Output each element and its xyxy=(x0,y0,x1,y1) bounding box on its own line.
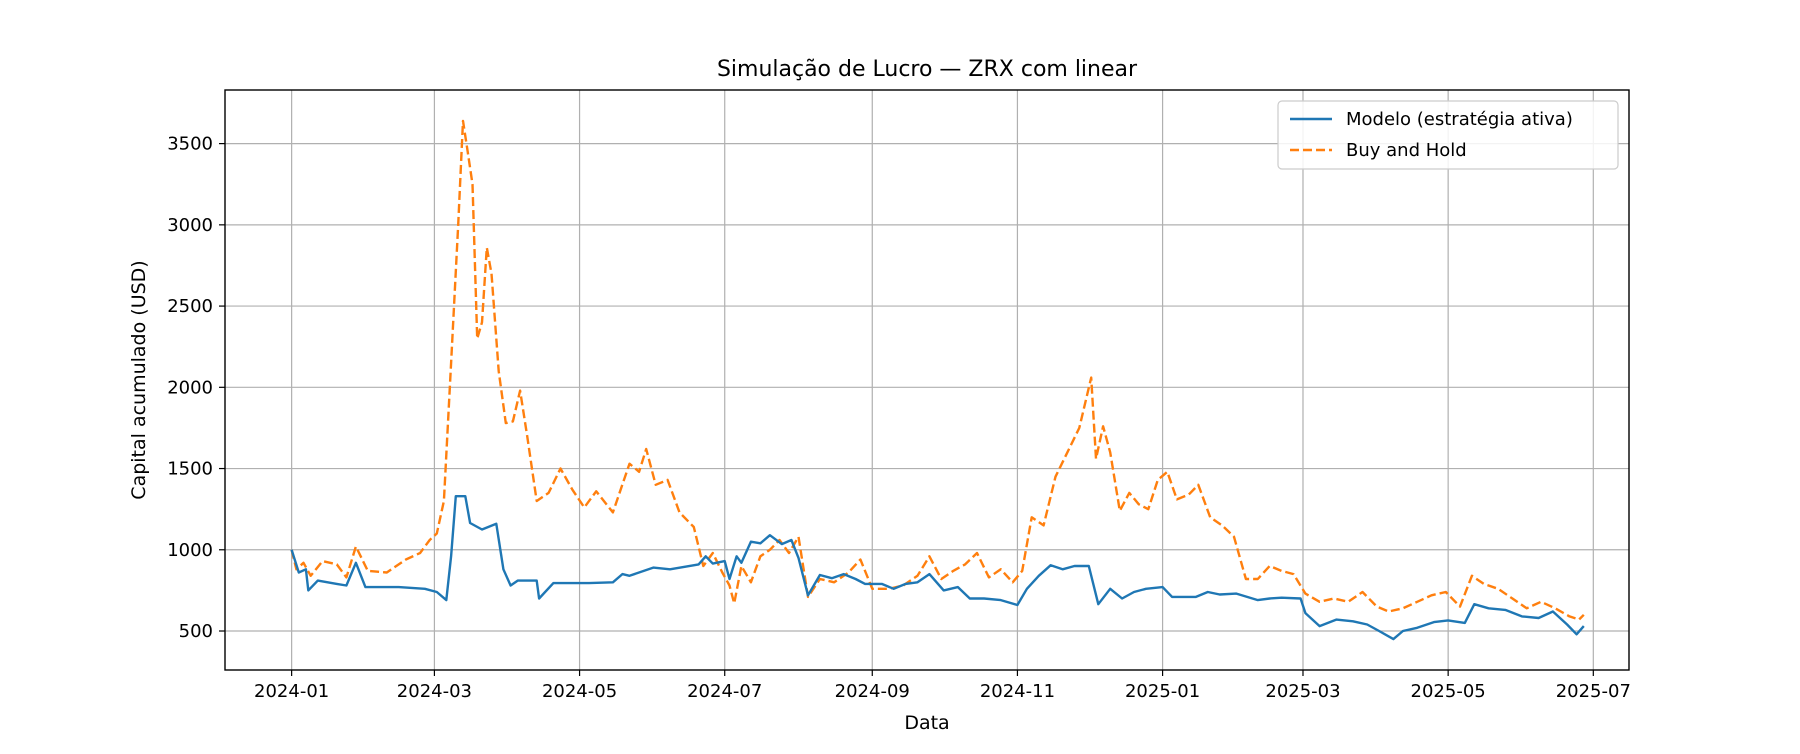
x-axis-ticks: 2024-01 2024-03 2024-05 2024-07 2024-09 2024-… xyxy=(254,670,1631,702)
x-tick-label: 2024-11 xyxy=(980,681,1055,702)
legend: Modelo (estratégia ativa) Buy and Hold xyxy=(1277,100,1619,170)
y-tick-label: 3500 xyxy=(167,134,213,155)
grid-lines xyxy=(225,90,1629,670)
x-tick-label: 2025-03 xyxy=(1265,681,1340,702)
y-axis-label: Capital acumulado (USD) xyxy=(128,260,150,499)
plot-frame xyxy=(224,89,1630,671)
series-lines xyxy=(290,119,1585,641)
x-tick-label: 2025-01 xyxy=(1125,681,1200,702)
legend-label: Buy and Hold xyxy=(1346,140,1467,161)
x-axis-label: Data xyxy=(904,712,949,734)
chart-title: Simulação de Lucro — ZRX com linear xyxy=(717,57,1138,82)
y-tick-label: 500 xyxy=(179,621,213,642)
y-tick-label: 2500 xyxy=(167,296,213,317)
y-tick-label: 1500 xyxy=(167,459,213,480)
x-tick-label: 2024-05 xyxy=(542,681,617,702)
series-line xyxy=(290,119,1585,621)
x-tick-label: 2024-01 xyxy=(254,681,329,702)
legend-label: Modelo (estratégia ativa) xyxy=(1346,109,1573,130)
x-tick-label: 2024-03 xyxy=(397,681,472,702)
legend-frame xyxy=(1277,100,1619,170)
y-tick-label: 3000 xyxy=(167,215,213,236)
y-tick-label: 1000 xyxy=(167,540,213,561)
y-axis-ticks: 500 1000 1500 2000 2500 3000 3500 xyxy=(167,134,225,642)
x-tick-label: 2024-09 xyxy=(835,681,910,702)
x-tick-label: 2025-05 xyxy=(1411,681,1486,702)
y-tick-label: 2000 xyxy=(167,377,213,398)
x-tick-label: 2024-07 xyxy=(687,681,762,702)
series-line xyxy=(290,495,1585,641)
x-tick-label: 2025-07 xyxy=(1556,681,1631,702)
